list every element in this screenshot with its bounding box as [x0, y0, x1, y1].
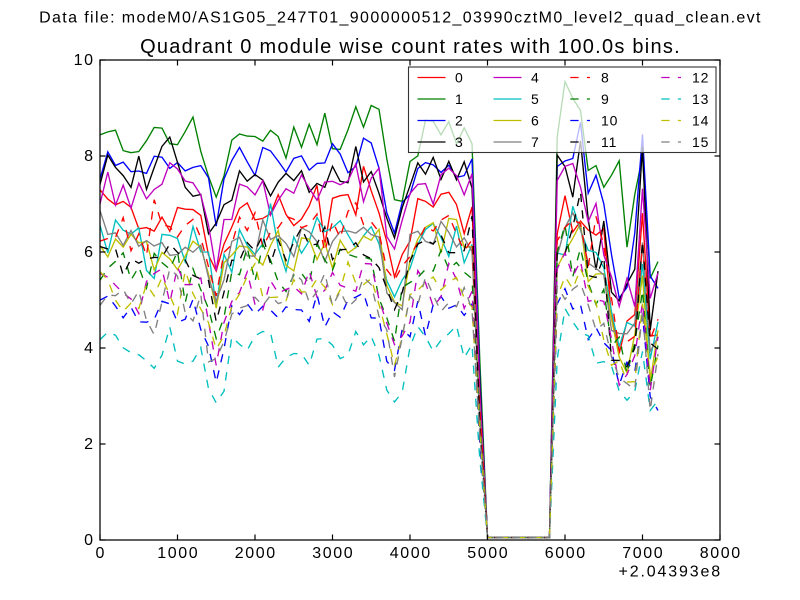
svg-text:2: 2	[455, 113, 464, 129]
svg-text:6: 6	[84, 244, 93, 261]
svg-text:1000: 1000	[157, 545, 199, 562]
svg-text:3: 3	[455, 134, 464, 150]
svg-text:5: 5	[531, 91, 540, 107]
svg-text:3000: 3000	[312, 545, 354, 562]
svg-text:0: 0	[96, 545, 105, 562]
svg-text:2000: 2000	[235, 545, 277, 562]
svg-text:15: 15	[692, 134, 709, 150]
svg-text:5000: 5000	[467, 545, 509, 562]
svg-text:+2.04393e8: +2.04393e8	[619, 564, 722, 581]
svg-text:6000: 6000	[545, 545, 587, 562]
svg-text:4: 4	[84, 340, 93, 357]
svg-text:7000: 7000	[622, 545, 664, 562]
svg-text:10: 10	[74, 52, 95, 69]
svg-text:11: 11	[601, 134, 617, 150]
svg-text:13: 13	[692, 91, 709, 107]
svg-text:14: 14	[692, 113, 709, 129]
svg-text:0: 0	[84, 532, 93, 549]
svg-text:7: 7	[531, 134, 540, 150]
svg-text:10: 10	[601, 113, 618, 129]
svg-text:4: 4	[531, 70, 540, 86]
svg-text:4000: 4000	[390, 545, 432, 562]
svg-text:0: 0	[455, 70, 464, 86]
svg-text:6: 6	[531, 113, 540, 129]
svg-text:9: 9	[601, 91, 610, 107]
svg-text:8000: 8000	[700, 545, 742, 562]
svg-text:Quadrant 0 module wise count r: Quadrant 0 module wise count rates with …	[140, 36, 681, 58]
svg-text:Data file: modeM0/AS1G05_247T0: Data file: modeM0/AS1G05_247T01_90000005…	[39, 10, 762, 27]
svg-text:12: 12	[692, 70, 709, 86]
svg-text:8: 8	[601, 70, 610, 86]
svg-text:1: 1	[455, 91, 464, 107]
svg-text:8: 8	[84, 148, 93, 165]
svg-text:2: 2	[84, 436, 93, 453]
